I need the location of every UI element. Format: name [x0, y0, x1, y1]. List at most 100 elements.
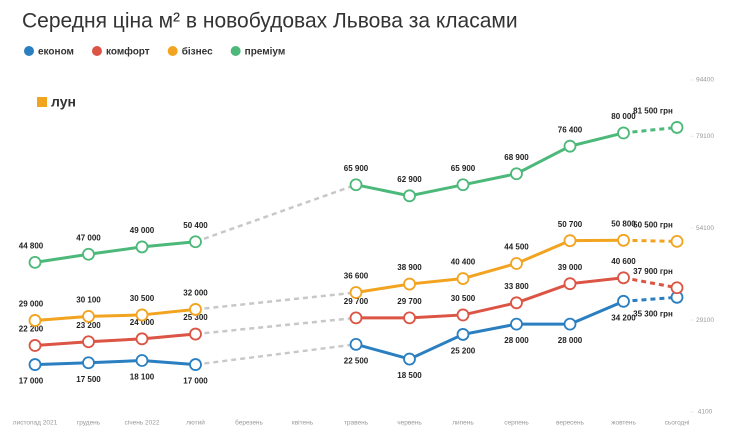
data-label: 80 000 [611, 112, 636, 121]
y-tick-label: 94400 [696, 77, 714, 84]
series-line [34, 332, 196, 347]
data-point [135, 332, 149, 346]
y-tick-label: 4100 [698, 409, 713, 416]
data-point [563, 234, 577, 248]
x-tick-label: листопад 2021 [13, 420, 58, 427]
data-label: 50 500 грн [633, 221, 673, 230]
gap-connector [195, 316, 357, 336]
x-tick-label: жовтень [611, 420, 636, 427]
y-tick-label: 79100 [696, 133, 714, 140]
data-label: 65 900 [344, 164, 369, 173]
x-tick-label: лютий [186, 419, 205, 427]
legend-label: преміум [245, 47, 286, 58]
x-tick-label: січень 2022 [125, 419, 160, 427]
series-line [355, 299, 625, 361]
data-point [617, 294, 630, 308]
x-tick-label: червень [397, 420, 422, 427]
data-label: 17 500 [76, 375, 101, 384]
data-point [456, 178, 470, 192]
x-tick-label: березень [235, 419, 263, 427]
data-label: 22 500 [344, 356, 369, 365]
data-point [135, 240, 149, 254]
chart-title: Середня ціна м² в новобудовах Львова за … [22, 10, 518, 33]
data-label: 36 600 [344, 272, 369, 281]
data-point [82, 335, 95, 349]
data-point [28, 358, 42, 371]
gap-connector [195, 343, 357, 366]
data-label: 47 000 [76, 233, 101, 242]
data-label: 28 000 [504, 336, 529, 345]
data-label: 35 300 грн [633, 309, 673, 318]
data-point [349, 311, 363, 325]
forecast-connector [623, 238, 678, 243]
legend-label: економ [38, 47, 74, 58]
data-label: 39 000 [558, 263, 583, 272]
data-label: 23 200 [76, 321, 101, 330]
data-point [617, 126, 630, 140]
data-label: 29 700 [397, 297, 422, 306]
data-point [510, 167, 523, 181]
data-point [563, 139, 577, 153]
forecast-connector [623, 295, 678, 303]
data-point [189, 327, 202, 341]
data-label: 38 900 [397, 263, 422, 272]
data-point [189, 235, 202, 249]
legend-marker [230, 46, 241, 56]
data-point [403, 311, 416, 325]
data-label: 68 900 [504, 153, 529, 162]
data-point [456, 272, 470, 285]
legend-marker [24, 46, 34, 56]
data-point [28, 255, 42, 269]
series-line [34, 240, 196, 264]
data-label: 30 500 [130, 294, 155, 303]
data-label: 18 500 [397, 371, 422, 380]
data-point [456, 328, 470, 341]
data-point [403, 189, 416, 203]
data-point [135, 354, 149, 367]
data-point [82, 356, 95, 370]
data-label: 44 800 [19, 241, 44, 250]
data-point [349, 337, 363, 351]
data-point [670, 121, 684, 134]
data-point [403, 352, 416, 366]
series-line [355, 238, 624, 294]
data-label: 50 700 [558, 220, 583, 229]
data-label: 62 900 [397, 175, 422, 184]
data-label: 33 800 [504, 282, 529, 291]
data-point [349, 178, 363, 192]
series-line [355, 131, 624, 198]
data-label: 17 000 [19, 377, 44, 386]
data-point [617, 233, 630, 247]
forecast-connector [623, 276, 678, 290]
data-point [670, 235, 684, 248]
data-point [28, 339, 42, 352]
series-line [34, 307, 196, 322]
data-label: 34 200 [611, 313, 636, 322]
x-tick-label: травень [344, 420, 369, 427]
x-tick-label: квітень [292, 419, 314, 427]
forecast-connector [623, 125, 678, 135]
data-label: 24 000 [130, 318, 155, 327]
logo: лун [51, 94, 76, 110]
legend-label: бізнес [182, 46, 213, 58]
data-label: 44 500 [504, 243, 529, 252]
data-label: 50 800 [611, 219, 636, 228]
x-tick-label: серпень [504, 420, 529, 427]
data-label: 29 000 [19, 300, 44, 309]
data-label: 76 400 [558, 125, 583, 134]
data-label: 22 200 [19, 325, 44, 334]
y-tick-label: 29100 [696, 317, 714, 324]
data-label: 17 000 [183, 377, 208, 386]
gap-connector [195, 291, 357, 311]
data-label: 30 500 [451, 294, 476, 303]
data-point [563, 277, 577, 291]
x-tick-label: сьогодні [665, 419, 690, 427]
logo-icon [37, 97, 47, 107]
legend-marker [167, 46, 178, 56]
data-point [510, 257, 523, 270]
data-point [510, 296, 523, 310]
y-tick-label: 54100 [696, 225, 714, 232]
data-point [28, 314, 42, 327]
data-point [456, 308, 470, 322]
data-point [510, 317, 523, 331]
